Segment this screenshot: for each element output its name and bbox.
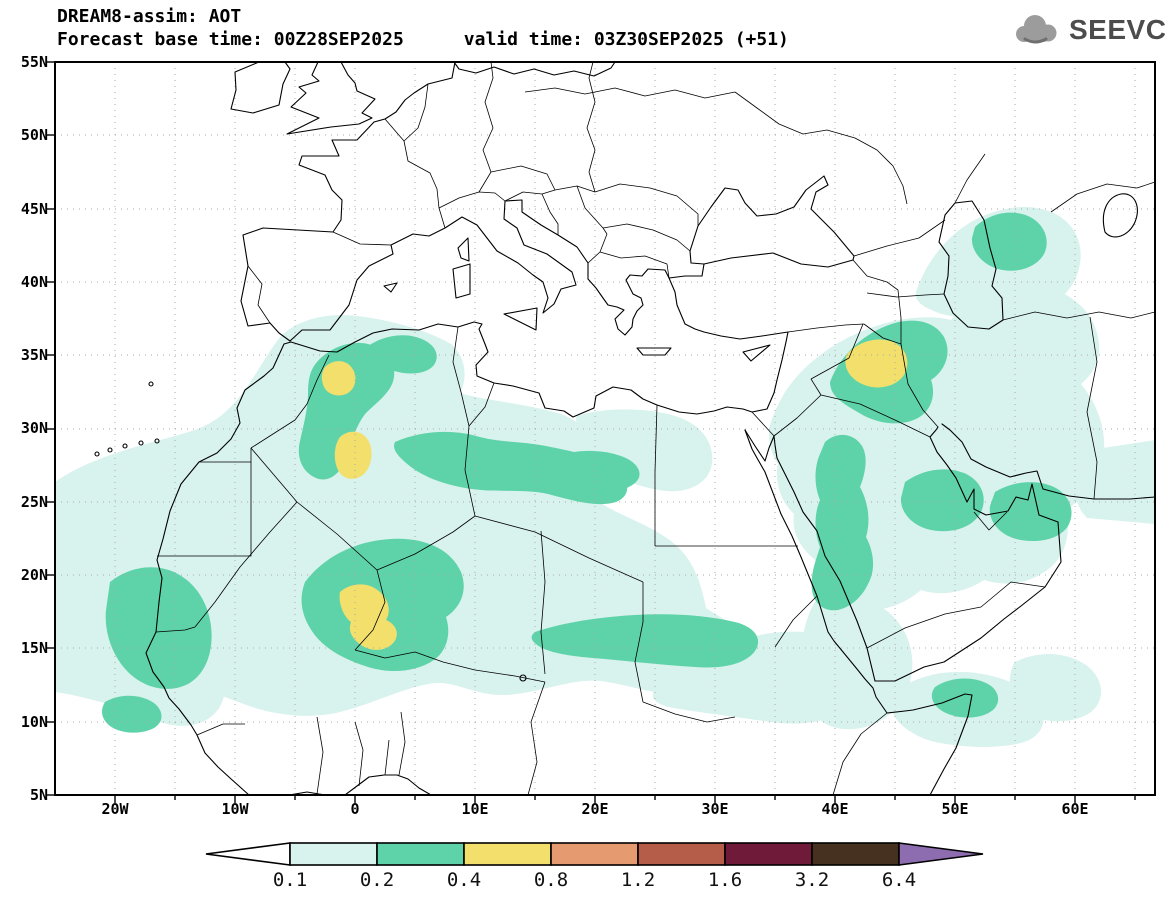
lat-label: 15N [20, 639, 48, 657]
lon-label: 20E [581, 800, 609, 818]
colorbar-segment-1p2-1p6 [637, 842, 726, 866]
cloud-icon [1016, 15, 1057, 44]
base-time-label: Forecast base time: 00Z28SEP2025 [57, 29, 404, 50]
aot-level-0p4-regions [321, 339, 908, 650]
logo-text: SEEVCCC [1069, 14, 1165, 45]
colorbar-value: 1.6 [707, 869, 743, 891]
lat-label: 10N [20, 713, 48, 731]
colorbar-segment-1p6-3p2 [724, 842, 813, 866]
colorbar-segment-0p4-0p8 [463, 842, 552, 866]
colorbar-segment-0p1-0p2 [289, 842, 378, 866]
lat-label: 45N [20, 200, 48, 218]
colorbar-value: 0.2 [359, 869, 395, 891]
plot-title: DREAM8-assim: AOT [57, 6, 242, 27]
islands [94, 193, 1138, 682]
colorbar-above-max-arrow [898, 842, 984, 866]
lon-label: 50E [941, 800, 969, 818]
lon-label: 10E [461, 800, 489, 818]
colorbar-value: 1.2 [620, 869, 656, 891]
coastlines [145, 62, 1155, 795]
lat-label: 40N [20, 273, 48, 291]
seevccc-logo: SEEVCCC [1010, 12, 1165, 48]
aot-forecast-map [47, 61, 1156, 803]
colorbar-value: 3.2 [794, 869, 830, 891]
lon-label: 40E [821, 800, 849, 818]
lon-label: 60E [1061, 800, 1089, 818]
lat-label: 35N [20, 346, 48, 364]
colorbar-value: 0.8 [533, 869, 569, 891]
lon-label: 30E [701, 800, 729, 818]
graticule [55, 62, 1155, 795]
colorbar-segment-3p2-6p4 [811, 842, 900, 866]
country-borders [155, 62, 1155, 795]
lat-label: 25N [20, 493, 48, 511]
colorbar-segment-0p8-1p2 [550, 842, 639, 866]
colorbar-segment-0p2-0p4 [376, 842, 465, 866]
lon-label: 0 [350, 800, 360, 818]
colorbar-value: 0.4 [446, 869, 482, 891]
colorbar-value: 0.1 [272, 869, 308, 891]
lon-label: 10W [221, 800, 249, 818]
axis-ticks [47, 61, 1136, 803]
map-frame [54, 61, 1156, 796]
lat-label: 5N [29, 786, 48, 804]
colorbar [205, 842, 984, 866]
lat-label: 30N [20, 419, 48, 437]
plot-subtitle: Forecast base time: 00Z28SEP2025 valid ti… [57, 29, 789, 50]
colorbar-below-min-arrow [205, 842, 291, 866]
lat-label: 50N [20, 126, 48, 144]
lon-label: 20W [101, 800, 129, 818]
valid-time-label: valid time: 03Z30SEP2025 (+51) [463, 29, 789, 50]
lat-label: 55N [20, 53, 48, 71]
lat-label: 20N [20, 566, 48, 584]
colorbar-value: 6.4 [881, 869, 917, 891]
